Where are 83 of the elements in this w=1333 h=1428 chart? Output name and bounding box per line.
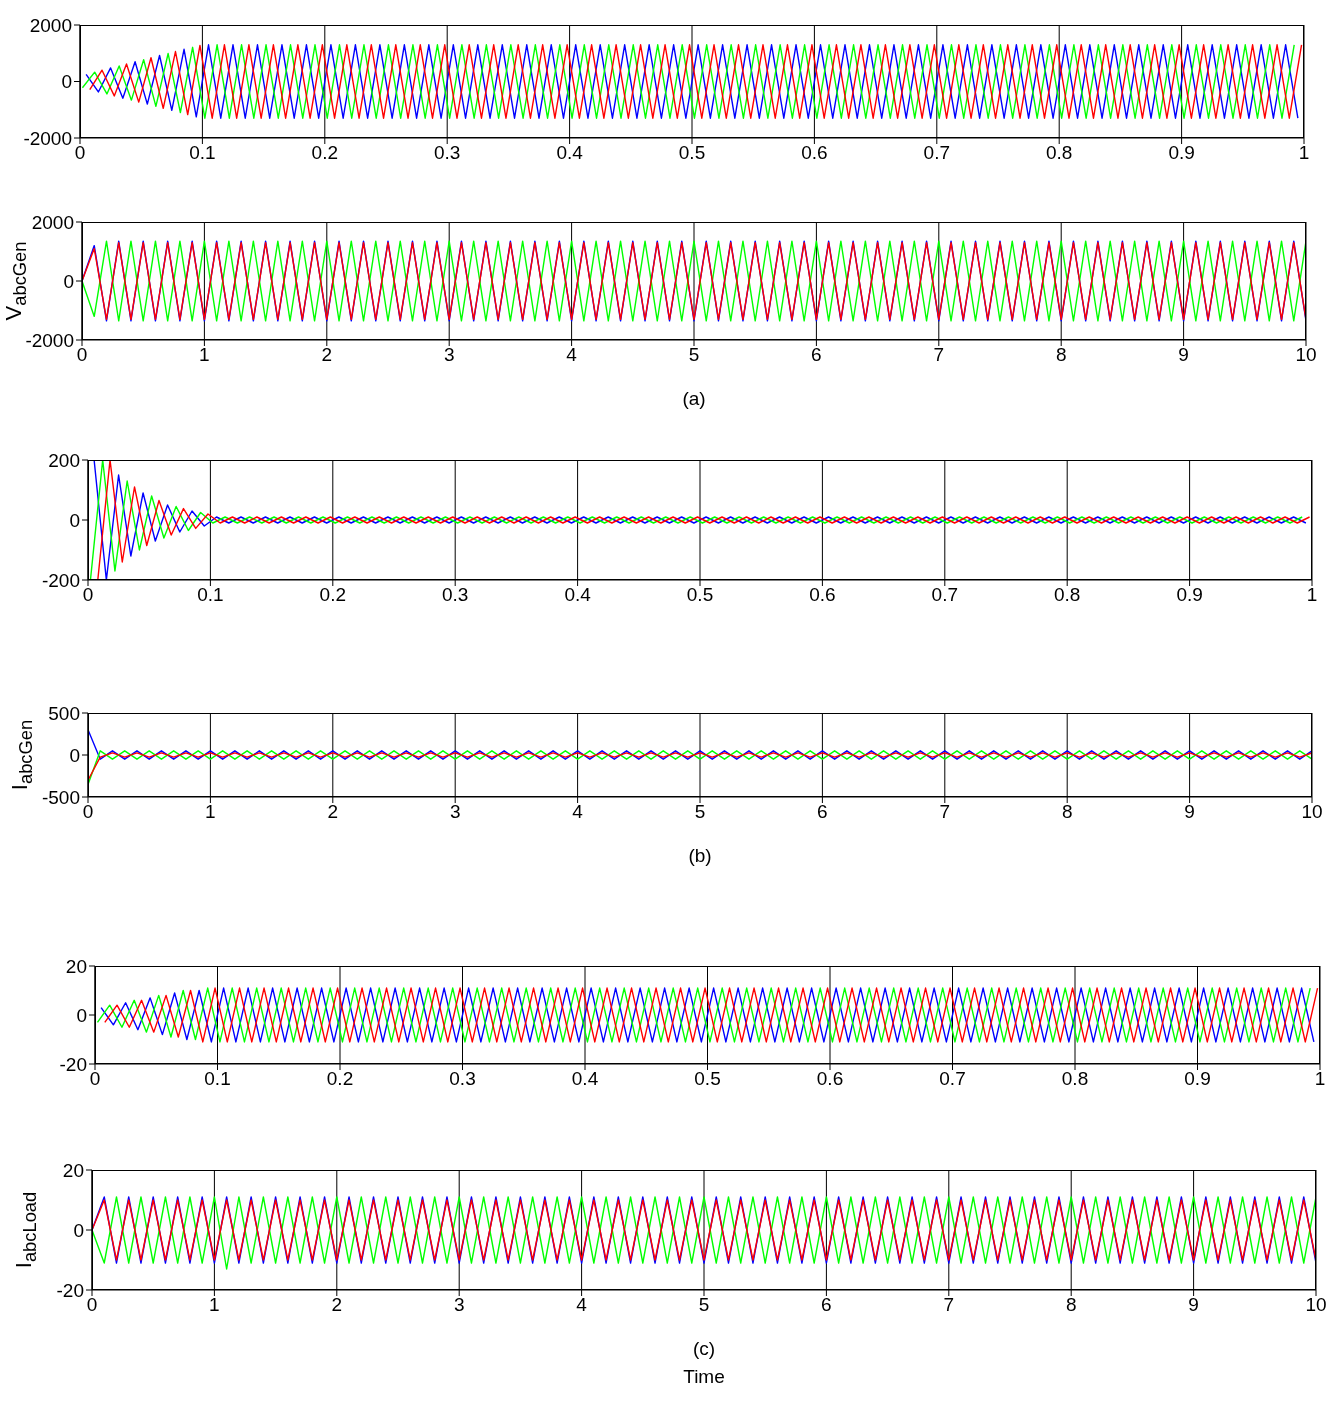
x-tick-label: 6 xyxy=(811,344,822,366)
x-tick-label: 7 xyxy=(933,344,945,366)
x-tick-label: 2 xyxy=(321,344,333,366)
x-tick-label: 1 xyxy=(199,344,210,366)
x-tick-label: 3 xyxy=(449,801,461,823)
y-tick-label: -200 xyxy=(41,569,80,591)
text: (a) xyxy=(681,388,707,410)
x-tick-label: 7 xyxy=(943,1294,955,1316)
y-tick-label: 0 xyxy=(76,1004,87,1026)
x-tick-label: 0.3 xyxy=(449,1068,476,1090)
y-tick-label: 200 xyxy=(48,449,80,471)
x-tick-label: 1 xyxy=(1306,584,1318,606)
x-tick-label: 9 xyxy=(1188,1294,1199,1316)
x-tick-label: 7 xyxy=(939,801,951,823)
x-tick-label: 5 xyxy=(694,801,706,823)
x-tick-label: 1 xyxy=(1314,1068,1326,1090)
x-tick-label: 2 xyxy=(327,801,339,823)
x-tick-label: 0.1 xyxy=(197,584,224,606)
x-tick-label: 6 xyxy=(817,801,828,823)
x-tick-label: 4 xyxy=(566,344,578,366)
y-tick-label: 2000 xyxy=(29,14,72,36)
x-tick-label: 0.7 xyxy=(923,142,951,164)
x-tick-label: 5 xyxy=(688,344,700,366)
x-tick-label: 0.4 xyxy=(571,1068,599,1090)
x-tick-label: 1 xyxy=(209,1294,220,1316)
y-tick-label: -2000 xyxy=(25,329,74,351)
x-tick-label: 10 xyxy=(1295,344,1317,366)
text: (b) xyxy=(687,845,713,867)
x-tick-label: 0.5 xyxy=(678,142,706,164)
x-tick-label: 5 xyxy=(698,1294,710,1316)
x-tick-label: 0.7 xyxy=(939,1068,966,1090)
x-tick-label: 9 xyxy=(1184,801,1195,823)
x-tick-label: 8 xyxy=(1061,801,1073,823)
x-tick-label: 0.6 xyxy=(801,142,828,164)
x-tick-label: 0.8 xyxy=(1045,142,1073,164)
x-tick-label: 0.9 xyxy=(1176,584,1203,606)
x-tick-label: 0.6 xyxy=(809,584,836,606)
x-tick-label: 0.2 xyxy=(319,584,347,606)
x-tick-label: 0.2 xyxy=(311,142,339,164)
x-tick-label: 2 xyxy=(331,1294,343,1316)
y-tick-label: 2000 xyxy=(31,211,74,233)
x-tick-label: 1 xyxy=(1298,142,1310,164)
x-tick-label: 0.5 xyxy=(686,584,714,606)
x-tick-label: 0.4 xyxy=(556,142,584,164)
y-tick-label: -20 xyxy=(59,1053,87,1075)
y-tick-label: -500 xyxy=(41,786,80,808)
x-axis-title: Time xyxy=(682,1366,726,1388)
x-tick-label: 0.9 xyxy=(1184,1068,1211,1090)
x-tick-label: 0.7 xyxy=(931,584,959,606)
x-tick-label: 0.4 xyxy=(564,584,592,606)
y-tick-label: 20 xyxy=(62,1159,84,1181)
x-tick-label: 0.6 xyxy=(816,1068,844,1090)
x-tick-label: 0.8 xyxy=(1053,584,1081,606)
y-tick-label: -2000 xyxy=(23,127,72,149)
x-tick-label: 8 xyxy=(1055,344,1067,366)
y-tick-label: 0 xyxy=(69,744,80,766)
x-tick-label: 3 xyxy=(443,344,455,366)
x-tick-label: 0.1 xyxy=(189,142,216,164)
x-tick-label: 6 xyxy=(821,1294,832,1316)
y-tick-label: 0 xyxy=(63,270,74,292)
x-tick-label: 0.9 xyxy=(1168,142,1195,164)
x-tick-label: 9 xyxy=(1178,344,1189,366)
x-tick-label: 8 xyxy=(1065,1294,1077,1316)
y-tick-label: 0 xyxy=(69,509,80,531)
x-tick-label: 0 xyxy=(89,1068,101,1090)
x-tick-label: 3 xyxy=(453,1294,465,1316)
x-tick-label: 0.3 xyxy=(433,142,461,164)
x-tick-label: 0.5 xyxy=(694,1068,721,1090)
x-tick-label: 0.1 xyxy=(204,1068,231,1090)
text: (c) xyxy=(691,1338,717,1360)
x-tick-label: 4 xyxy=(572,801,584,823)
y-tick-label: 500 xyxy=(48,702,80,724)
x-tick-label: 4 xyxy=(576,1294,588,1316)
y-tick-label: -20 xyxy=(56,1279,84,1301)
y-tick-label: 0 xyxy=(61,71,72,93)
x-tick-label: 10 xyxy=(1301,801,1323,823)
x-tick-label: 1 xyxy=(205,801,216,823)
x-tick-label: 0.2 xyxy=(326,1068,354,1090)
y-tick-label: 20 xyxy=(65,955,87,977)
y-tick-label: 0 xyxy=(73,1219,84,1241)
x-tick-label: 0.3 xyxy=(441,584,469,606)
x-tick-label: 10 xyxy=(1305,1294,1327,1316)
x-tick-label: 0.8 xyxy=(1061,1068,1089,1090)
